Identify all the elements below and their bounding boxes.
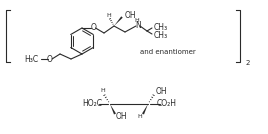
Polygon shape	[142, 104, 148, 114]
Text: H: H	[134, 18, 139, 23]
Text: OH: OH	[125, 11, 137, 20]
Text: CH₃: CH₃	[154, 31, 168, 40]
Text: OH: OH	[116, 112, 128, 121]
Text: O: O	[47, 55, 53, 64]
Text: H: H	[100, 88, 105, 94]
Text: 2: 2	[246, 60, 250, 66]
Polygon shape	[110, 104, 116, 114]
Text: N: N	[135, 21, 141, 29]
Text: OH: OH	[156, 87, 168, 96]
Text: CH₃: CH₃	[154, 23, 168, 31]
Text: CO₂H: CO₂H	[157, 100, 177, 109]
Text: HO₂C: HO₂C	[82, 100, 102, 109]
Text: H₃C: H₃C	[24, 55, 38, 64]
Polygon shape	[114, 16, 123, 26]
Text: H: H	[137, 114, 142, 119]
Text: and enantiomer: and enantiomer	[140, 49, 196, 55]
Text: H: H	[107, 13, 111, 18]
Text: O: O	[91, 23, 96, 33]
